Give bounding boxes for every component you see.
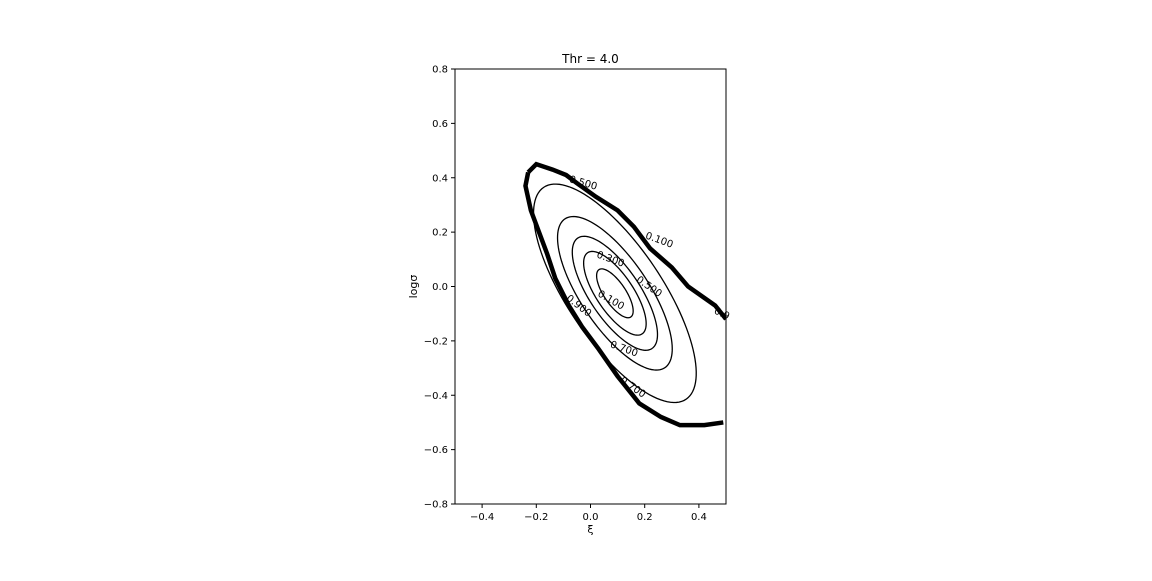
contour-boundary xyxy=(523,171,724,428)
x-tick-label: −0.2 xyxy=(524,512,548,523)
contour-line-0-9 xyxy=(532,183,697,404)
x-axis-label: ξ xyxy=(587,523,593,536)
y-tick-label: −0.2 xyxy=(424,336,448,347)
y-axis: −0.8 −0.6 −0.4 −0.2 0.0 0.2 0.4 0.6 0.8 xyxy=(424,65,455,511)
plot-contents xyxy=(523,161,726,428)
y-tick-label: −0.4 xyxy=(424,391,448,402)
contour-label: 0.100 xyxy=(596,289,626,313)
x-tick-label: 0.2 xyxy=(637,512,653,523)
contour-line-0-7 xyxy=(556,215,673,371)
y-axis-label: logσ xyxy=(407,275,420,299)
x-axis: −0.4 −0.2 0.0 0.2 0.4 xyxy=(470,504,707,523)
x-tick-label: −0.4 xyxy=(470,512,494,523)
y-tick-label: 0.6 xyxy=(432,119,448,130)
y-tick-label: 0.2 xyxy=(432,228,448,239)
y-tick-label: −0.8 xyxy=(424,500,448,511)
y-tick-label: 0.8 xyxy=(432,65,448,76)
y-tick-label: 0.4 xyxy=(432,173,448,184)
contour-line-0-3 xyxy=(582,250,647,336)
y-tick-label: −0.6 xyxy=(424,445,448,456)
contour-line-0-5 xyxy=(571,235,659,351)
chart-title: Thr = 4.0 xyxy=(561,52,619,66)
contour-boundary xyxy=(526,161,726,321)
contour-label: 0.700 xyxy=(609,339,640,359)
contour-label: 0.9 xyxy=(712,306,731,323)
contour-line-0-1 xyxy=(595,268,634,319)
contour-labels: 0.5000.1000.3000.5000.1000.9000.7000.700… xyxy=(564,174,731,400)
x-tick-label: 0.0 xyxy=(583,512,599,523)
x-tick-label: 0.4 xyxy=(691,512,707,523)
contour-label: 0.300 xyxy=(595,250,626,270)
y-tick-label: 0.0 xyxy=(432,282,448,293)
